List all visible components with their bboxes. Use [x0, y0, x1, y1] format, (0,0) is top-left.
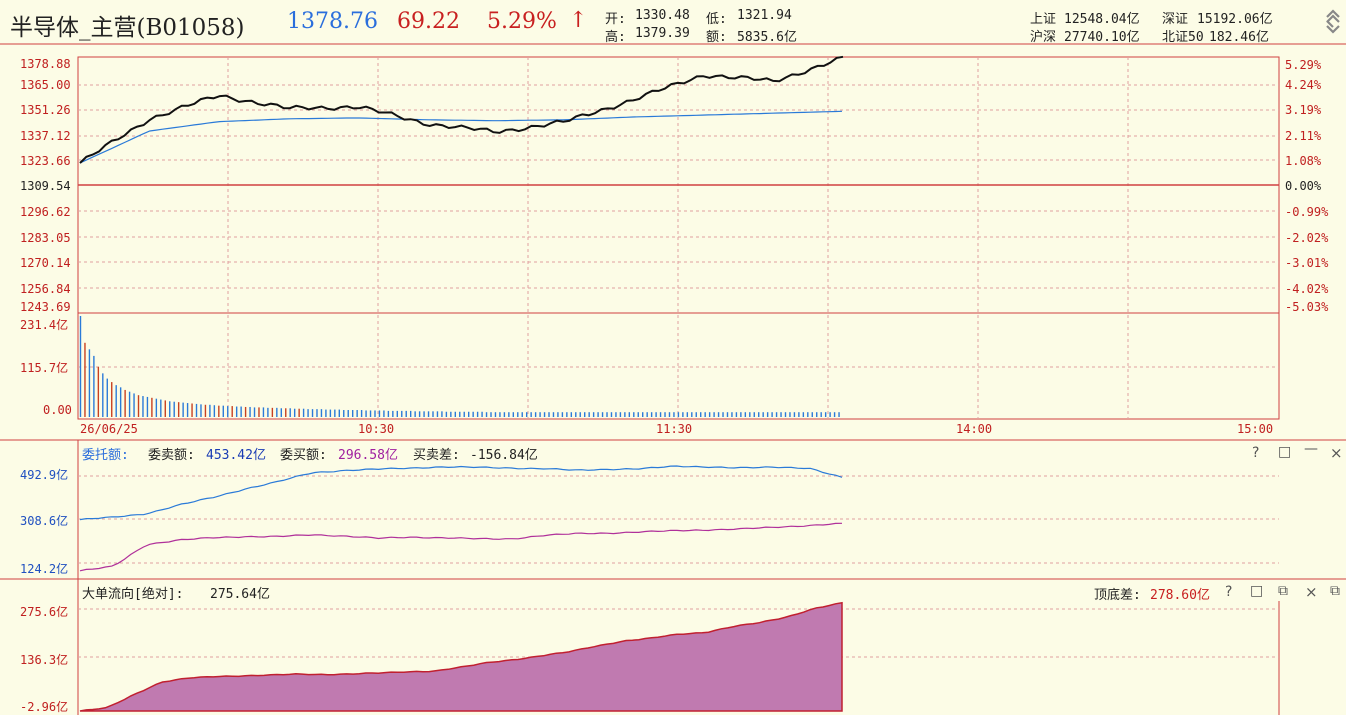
flow-panel-value: 275.64亿 — [210, 587, 270, 602]
big-order-flow-area — [79, 601, 843, 712]
index-name-bz50: 北证50 — [1162, 30, 1204, 45]
help-icon[interactable]: ? — [1252, 445, 1260, 461]
pct-tick: 1.08% — [1285, 154, 1322, 168]
minimize-icon[interactable]: — — [1304, 441, 1318, 457]
high-label: 高: — [605, 30, 626, 45]
price-tick: 1351.26 — [20, 103, 71, 117]
pct-tick: -5.03% — [1285, 300, 1329, 314]
index-name-sz: 深证 — [1162, 12, 1189, 27]
price-tick: 1337.12 — [20, 129, 71, 143]
price-tick: 1243.69 — [20, 300, 71, 314]
pct-tick: 5.29% — [1285, 58, 1322, 72]
flow-tick: 136.3亿 — [20, 653, 69, 667]
time-label: 14:00 — [956, 422, 993, 436]
flow-panel-title: 大单流向[绝对]: — [82, 587, 184, 602]
scroll-chevron-icon[interactable] — [1322, 4, 1344, 38]
pct-tick: 0.00% — [1285, 179, 1322, 193]
flow-close-icon[interactable]: × — [1305, 583, 1318, 601]
order-tick: 492.9亿 — [20, 468, 69, 482]
buy-sell-diff-label: 买卖差: — [413, 448, 460, 463]
price-tick: 1378.88 — [20, 57, 71, 71]
stock-title: 半导体_主营(B01058) — [10, 15, 245, 41]
buy-sell-diff-value: -156.84亿 — [470, 448, 538, 463]
low-label: 低: — [706, 12, 727, 27]
flow-restore-icon[interactable]: □ — [1250, 583, 1264, 599]
flow-float-icon[interactable]: ⧉ — [1278, 583, 1288, 599]
pct-tick: 2.11% — [1285, 129, 1322, 143]
volume-bars — [79, 316, 840, 417]
price-tick: 1323.66 — [20, 154, 71, 168]
pct-tick: 3.19% — [1285, 103, 1322, 117]
volume-tick: 231.4亿 — [20, 318, 69, 332]
open-value: 1330.48 — [635, 8, 690, 23]
time-label: 26/06/25 — [80, 422, 138, 436]
sell-amount-value: 453.42亿 — [206, 448, 266, 463]
top-bottom-gap-label: 顶底差: — [1094, 588, 1141, 603]
prev-close-tick: 1309.54 — [20, 179, 71, 193]
pct-tick: -0.99% — [1285, 205, 1329, 219]
open-label: 开: — [605, 12, 626, 27]
index-name-hs: 沪深 — [1030, 30, 1057, 45]
grid-lines — [78, 57, 1279, 658]
index-name-sh: 上证 — [1030, 12, 1057, 27]
up-arrow-icon: ↑ — [569, 8, 588, 33]
price-tick: 1365.00 — [20, 78, 71, 92]
order-tick: 124.2亿 — [20, 562, 69, 576]
pct-tick: 4.24% — [1285, 78, 1322, 92]
order-panel-title: 委托额: — [82, 448, 129, 463]
flow-tick: 275.6亿 — [20, 605, 69, 619]
sell-order-line — [79, 465, 843, 521]
flow-tick: -2.96亿 — [20, 700, 69, 714]
price-tick: 1270.14 — [20, 256, 71, 270]
buy-order-line — [79, 522, 843, 572]
amount-value: 5835.6亿 — [737, 30, 797, 45]
average-price-line — [79, 110, 843, 164]
sell-amount-label: 委卖额: — [148, 448, 195, 463]
buy-amount-value: 296.58亿 — [338, 448, 398, 463]
restore-icon[interactable]: □ — [1278, 444, 1292, 460]
high-value: 1379.39 — [635, 26, 690, 41]
flow-float-icon-2[interactable]: ⧉ — [1330, 583, 1340, 599]
low-value: 1321.94 — [737, 8, 792, 23]
index-value-hs: 27740.10亿 — [1064, 30, 1140, 45]
time-label: 15:00 — [1237, 422, 1274, 436]
close-icon[interactable]: × — [1330, 444, 1343, 462]
amount-label: 额: — [706, 30, 727, 45]
top-bottom-gap-value: 278.60亿 — [1150, 588, 1210, 603]
index-value-sh: 12548.04亿 — [1064, 12, 1140, 27]
current-price: 1378.76 — [287, 9, 378, 34]
pct-tick: -2.02% — [1285, 231, 1329, 245]
time-label: 11:30 — [656, 422, 693, 436]
price-line — [79, 55, 844, 164]
index-value-sz: 15192.06亿 — [1197, 12, 1273, 27]
index-value-bz50: 182.46亿 — [1209, 30, 1269, 45]
price-tick: 1283.05 — [20, 231, 71, 245]
time-label: 10:30 — [358, 422, 395, 436]
price-tick: 1256.84 — [20, 282, 71, 296]
buy-amount-label: 委买额: — [280, 448, 327, 463]
volume-tick: 0.00 — [43, 403, 72, 417]
price-change: 69.22 — [397, 9, 460, 34]
price-tick: 1296.62 — [20, 205, 71, 219]
pct-tick: -3.01% — [1285, 256, 1329, 270]
volume-tick: 115.7亿 — [20, 361, 69, 375]
order-tick: 308.6亿 — [20, 514, 69, 528]
price-change-percent: 5.29% — [487, 9, 557, 34]
flow-help-icon[interactable]: ? — [1225, 584, 1233, 600]
pct-tick: -4.02% — [1285, 282, 1329, 296]
